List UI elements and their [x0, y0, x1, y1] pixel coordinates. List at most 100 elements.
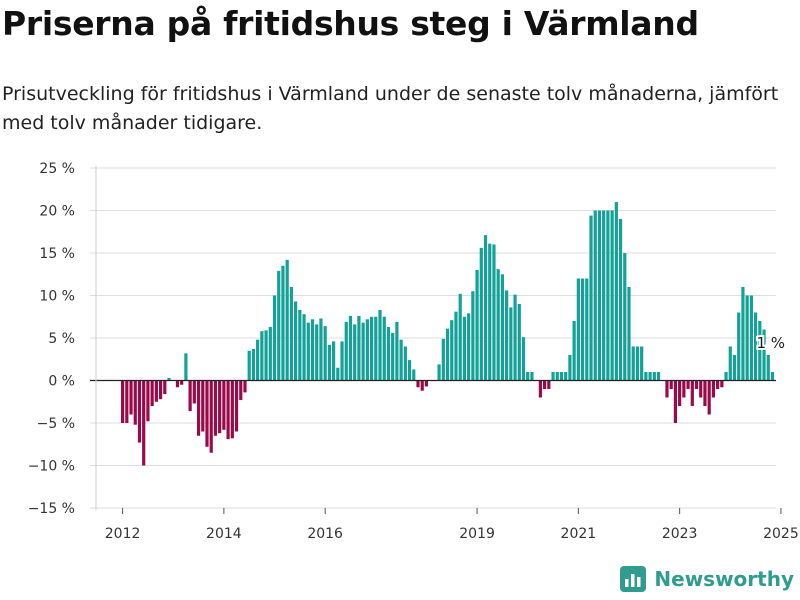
bar [395, 321, 399, 381]
bar [526, 372, 530, 381]
bar [353, 324, 357, 381]
bar [640, 346, 644, 381]
bar [471, 291, 475, 381]
y-tick-label: 20 % [39, 204, 75, 220]
bar [737, 312, 741, 381]
bar [192, 380, 196, 404]
bar [762, 329, 766, 381]
bar [450, 320, 454, 381]
bar [277, 270, 281, 381]
bar [758, 321, 762, 381]
bar [627, 287, 631, 381]
bar [770, 372, 775, 381]
y-tick-label: −10 % [28, 459, 75, 475]
bar [614, 202, 618, 381]
bar [243, 380, 247, 393]
bar [407, 360, 412, 381]
bar [618, 219, 623, 381]
bar [707, 380, 711, 415]
bar [344, 321, 348, 381]
bar [745, 295, 749, 381]
bar [137, 380, 142, 443]
bar [264, 330, 268, 381]
bar [332, 341, 336, 381]
bar [568, 355, 572, 381]
bar [648, 372, 652, 381]
bar [716, 380, 720, 389]
bar [357, 315, 361, 381]
bar [251, 349, 256, 381]
bar [678, 380, 682, 406]
bar [289, 287, 293, 381]
newsworthy-logo-icon [620, 566, 647, 592]
bar [741, 287, 745, 381]
bar [475, 270, 479, 381]
bar [154, 380, 158, 402]
last-value-label: 1 % [756, 334, 785, 352]
bar [369, 316, 374, 381]
bar [673, 380, 678, 423]
bar [420, 380, 424, 391]
bar [513, 294, 517, 381]
bar [327, 344, 331, 381]
bars [121, 202, 775, 466]
bar [361, 322, 365, 381]
bar [720, 380, 724, 388]
bar [209, 380, 213, 453]
bar [374, 316, 378, 381]
bar [285, 259, 289, 381]
bar [623, 253, 627, 381]
bar [412, 369, 416, 381]
bar [606, 210, 610, 381]
bar [652, 372, 656, 381]
bar [167, 377, 171, 381]
bar [222, 380, 226, 430]
bar [602, 210, 606, 381]
data-labels: 1 % [754, 332, 787, 354]
bar [454, 311, 458, 381]
bar [260, 331, 264, 381]
bar [201, 380, 205, 432]
bar [589, 215, 593, 381]
bar [378, 309, 382, 381]
bar [424, 380, 429, 387]
bar [180, 380, 184, 385]
bar [521, 337, 526, 381]
y-tick-label: 10 % [39, 289, 75, 305]
bar [382, 316, 386, 381]
bar [239, 380, 243, 401]
bar [530, 372, 534, 381]
bar [302, 314, 306, 381]
bar [559, 372, 564, 381]
bar [340, 341, 344, 381]
bar [129, 380, 133, 415]
bar [268, 326, 272, 381]
x-tick-label: 2019 [459, 526, 495, 542]
bar [580, 278, 585, 381]
bar [146, 380, 150, 422]
bar [247, 350, 251, 381]
gridlines [90, 167, 776, 509]
bar [610, 210, 614, 381]
bar [509, 307, 513, 381]
bar [644, 372, 648, 381]
bar [458, 293, 462, 381]
bar [348, 315, 353, 381]
bar [597, 210, 602, 381]
x-tick-label: 2016 [307, 526, 343, 542]
bar [488, 243, 492, 381]
bar [547, 380, 551, 389]
bar [479, 247, 483, 381]
y-tick-label: −15 % [28, 501, 75, 517]
y-tick-label: 25 % [39, 161, 75, 177]
bar [281, 265, 285, 381]
bar [315, 324, 319, 381]
bar [218, 380, 222, 434]
bar [543, 380, 547, 389]
brand-logo: Newsworthy [620, 566, 794, 592]
bar [711, 380, 715, 398]
bar [724, 372, 728, 381]
bar [158, 380, 163, 400]
bar [572, 321, 576, 381]
bar [323, 326, 327, 381]
